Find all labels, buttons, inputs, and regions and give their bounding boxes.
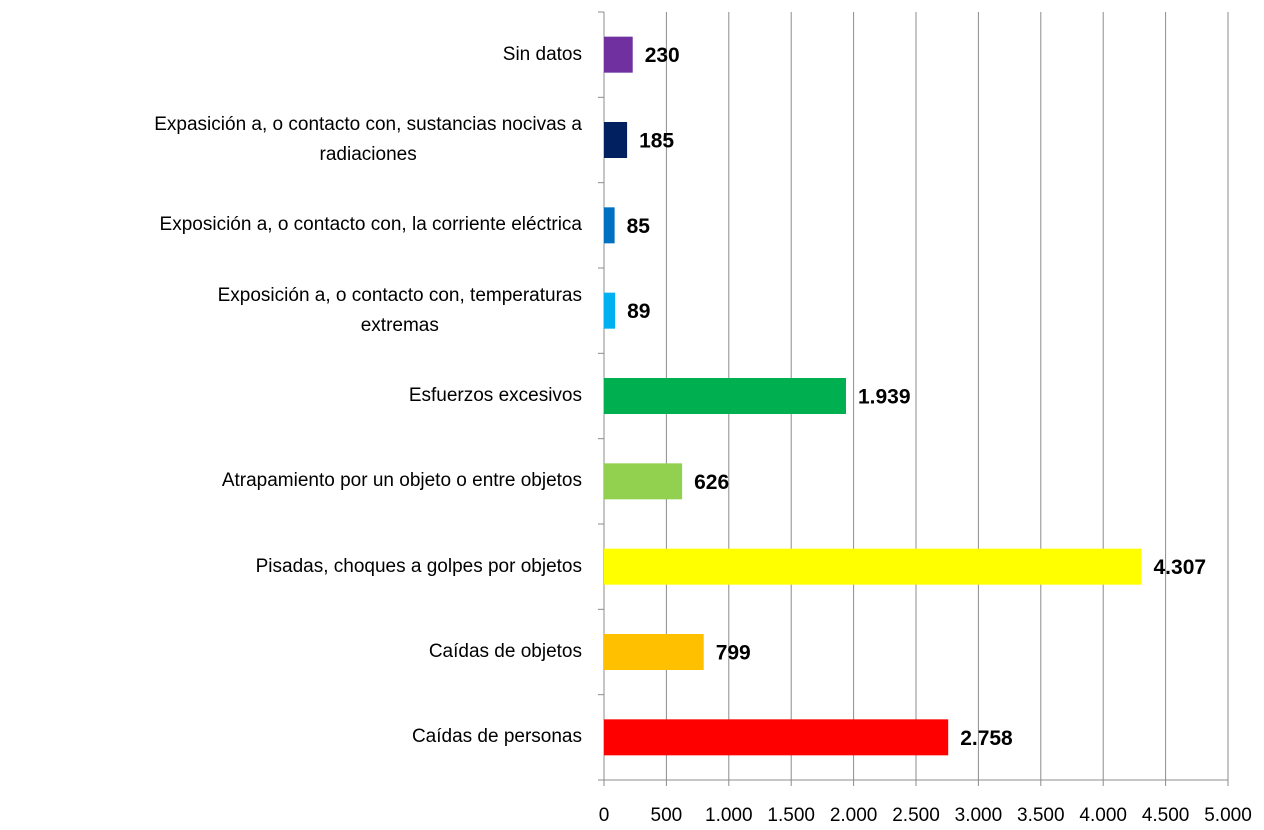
value-label: 799 bbox=[716, 642, 751, 665]
value-label: 1.939 bbox=[858, 386, 911, 409]
bar bbox=[604, 719, 949, 756]
x-tick-label: 5.000 bbox=[1204, 805, 1252, 826]
category-label: Caídas de objetos bbox=[428, 641, 582, 662]
category-label: Exposición a, o contacto con, la corrien… bbox=[159, 214, 582, 236]
bar bbox=[604, 36, 633, 73]
value-label: 89 bbox=[627, 300, 650, 323]
x-tick-label: 4.000 bbox=[1079, 805, 1127, 826]
value-label: 4.307 bbox=[1154, 556, 1207, 579]
category-label: Caídas de personas bbox=[411, 726, 582, 748]
x-tick-label: 0 bbox=[599, 805, 610, 826]
value-label: 185 bbox=[639, 130, 674, 153]
category-label: Exposición a, o contacto con, temperatur… bbox=[217, 284, 582, 336]
category-label: Esfuerzos excesivos bbox=[408, 385, 582, 406]
x-tick-label: 2.000 bbox=[830, 805, 878, 826]
x-tick-label: 1.500 bbox=[767, 805, 815, 826]
bar bbox=[604, 122, 628, 158]
x-tick-label: 4.500 bbox=[1142, 805, 1190, 826]
x-tick-label: 3.000 bbox=[955, 805, 1003, 826]
category-label: Sin datos bbox=[502, 43, 582, 65]
bar bbox=[604, 207, 615, 244]
value-label: 2.758 bbox=[960, 727, 1013, 750]
bar bbox=[604, 463, 683, 500]
category-label: Pisadas, choques a golpes por objetos bbox=[255, 555, 582, 577]
bar bbox=[604, 548, 1142, 585]
x-tick-label: 2.500 bbox=[892, 805, 940, 826]
category-label: Atrapamiento por un objeto o entre objet… bbox=[221, 470, 582, 492]
value-label: 626 bbox=[694, 471, 729, 494]
x-tick-label: 1.000 bbox=[705, 805, 753, 826]
value-label: 230 bbox=[645, 44, 680, 67]
bar bbox=[604, 292, 616, 329]
bar bbox=[604, 378, 846, 414]
x-tick-label: 500 bbox=[651, 805, 683, 826]
value-label: 85 bbox=[627, 215, 651, 238]
category-label: Expasición a, o contacto con, sustancias… bbox=[154, 114, 582, 165]
bar bbox=[604, 634, 704, 670]
x-tick-label: 3.500 bbox=[1017, 805, 1065, 826]
